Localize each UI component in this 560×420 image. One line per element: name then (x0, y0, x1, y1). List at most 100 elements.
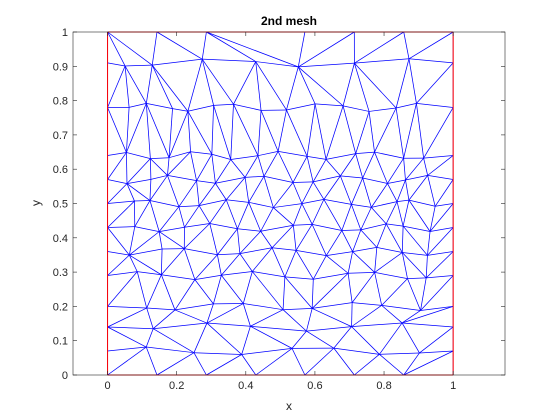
y-tick-label: 0.2 (53, 301, 68, 313)
mesh-edge (306, 156, 314, 183)
mesh-edge (128, 254, 138, 272)
mesh-edge (351, 204, 372, 208)
mesh-edge (396, 201, 404, 227)
mesh-edge (312, 255, 327, 280)
mesh-edge (354, 58, 410, 64)
mesh-edge (311, 224, 327, 256)
mesh-edge (151, 64, 173, 109)
mesh-edge (427, 174, 454, 180)
mesh-edge (215, 159, 232, 184)
mesh-edge (149, 179, 152, 201)
mesh-edge (260, 224, 294, 232)
mesh-edge (252, 271, 284, 310)
mesh-edge (405, 179, 410, 201)
mesh-edge (284, 276, 314, 280)
mesh-edge (401, 322, 420, 354)
mesh-edge (201, 31, 207, 60)
mesh-edge (273, 207, 294, 226)
mesh-edge (107, 326, 147, 348)
mesh-edge (248, 201, 274, 208)
mesh-edge (239, 247, 273, 254)
mesh-edge (237, 228, 241, 254)
mesh-edge (167, 175, 197, 182)
mesh-edge (129, 231, 160, 256)
mesh-edge (129, 103, 147, 108)
mesh-edge (362, 151, 375, 179)
mesh-edge (134, 200, 150, 202)
mesh-edge (146, 307, 176, 311)
mesh-edge (221, 271, 253, 276)
mesh-edge (351, 326, 380, 355)
mesh-edge (107, 346, 147, 376)
mesh-edge (250, 325, 307, 332)
mesh-edge (420, 277, 427, 311)
mesh-edge (381, 305, 403, 324)
mesh-edge (136, 271, 148, 309)
mesh-edge (149, 158, 152, 180)
mesh-edge (351, 302, 353, 327)
y-tick-label: 0.8 (53, 96, 68, 108)
mesh-edge (151, 64, 189, 112)
mesh-edge (379, 322, 403, 355)
mesh-edge (149, 200, 179, 208)
mesh-edge (213, 103, 234, 106)
mesh-edge (194, 274, 222, 281)
mesh-edge (343, 105, 370, 112)
mesh-edge (273, 182, 294, 208)
mesh-edge (297, 66, 316, 105)
mesh-edge (174, 279, 196, 311)
mesh-edge (145, 346, 158, 376)
mesh-edge (194, 279, 214, 305)
mesh-edge (241, 348, 293, 355)
mesh-edge (161, 248, 185, 275)
mesh-edge (301, 181, 314, 204)
mesh-edge (295, 250, 314, 280)
mesh-edge (351, 204, 362, 231)
mesh-edge (401, 252, 408, 279)
x-tick-label: 0.6 (307, 380, 322, 392)
mesh-edge (233, 103, 262, 111)
mesh-edge (145, 103, 151, 159)
mesh-edge (282, 309, 307, 332)
mesh-edge (387, 158, 404, 184)
mesh-edge (402, 252, 428, 256)
mesh-edge (255, 348, 293, 376)
mesh-edge (435, 203, 454, 207)
mesh-edge (291, 348, 306, 376)
mesh-edge (248, 202, 262, 232)
mesh-edge (206, 303, 244, 324)
mesh-edge (107, 179, 128, 184)
mesh-edge (379, 352, 420, 355)
mesh-edge (355, 153, 364, 179)
mesh-edge (425, 251, 454, 279)
mesh-edge (312, 159, 327, 183)
mesh-edge (156, 31, 203, 60)
mesh-edge (107, 62, 126, 67)
mesh-edge (241, 326, 251, 355)
mesh-edge (312, 223, 342, 231)
mesh-edge (107, 251, 130, 256)
mesh-edge (419, 326, 454, 354)
mesh-edge (420, 275, 454, 311)
mesh-edge (174, 309, 208, 324)
mesh-edge (209, 223, 238, 230)
mesh-edge (374, 107, 397, 153)
mesh-edge (286, 109, 308, 157)
y-tick-label: 1 (62, 27, 68, 39)
mesh-edge (386, 223, 404, 227)
mesh-edge (137, 271, 162, 276)
mesh-edge (283, 308, 313, 311)
mesh-edge (129, 254, 162, 276)
mesh-edge (293, 203, 303, 226)
mesh-edge (402, 252, 427, 279)
mesh-edge (323, 199, 343, 231)
mesh-edge (379, 354, 404, 376)
mesh-edge (161, 274, 195, 281)
x-axis-ticks: 0 0.2 0.4 0.6 0.8 1 (104, 32, 456, 392)
mesh-edge (263, 175, 294, 183)
mesh-edge (225, 177, 246, 200)
mesh-edge (237, 228, 261, 232)
mesh-edge (298, 31, 355, 68)
mesh-edge (315, 103, 344, 107)
mesh-edge (209, 199, 227, 224)
